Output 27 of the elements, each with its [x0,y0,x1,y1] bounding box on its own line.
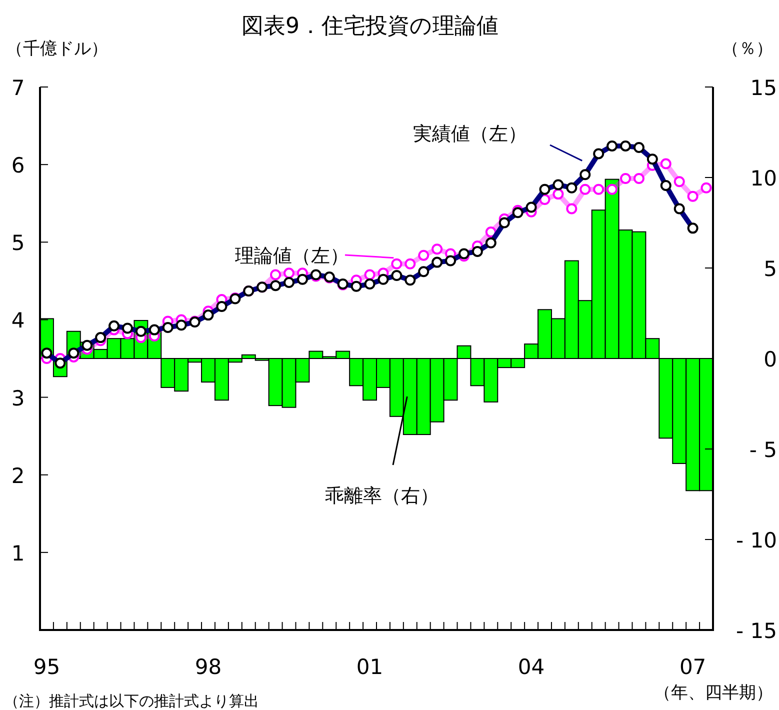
x-tick-label: 07 [679,655,706,679]
y2-tick-label: 5 [764,257,777,281]
x-tick-label: 98 [194,655,222,679]
y2-tick-label: 15 [750,76,777,100]
x-tick-label: 04 [518,655,545,679]
y-tick-label: 7 [11,76,25,100]
series-label: 理論値（左） [235,245,349,267]
x-tick-label: 01 [356,655,384,679]
y-tick-label: 1 [11,541,25,566]
title: 図表9．住宅投資の理論値 [242,14,498,39]
y2-tick-label: - 5 [749,438,777,462]
y2-tick-label: 0 [764,348,777,372]
x-tick-label: 95 [33,655,60,679]
y-tick-label: 3 [11,386,25,410]
y-tick-label: 2 [11,464,25,488]
y2-tick-label: 10 [750,166,777,190]
series-label: 実績値（左） [413,123,527,145]
y-tick-label: 6 [11,154,25,178]
y-tick-label: 5 [11,231,25,256]
y2-tick-label: - 10 [736,528,777,552]
xlabel: （年、四半期） [654,683,773,703]
series-label: 乖離率（右） [325,485,439,507]
y-tick-label: 4 [11,308,25,333]
ylabel: （千億ドル） [6,39,108,59]
y2label: （％） [722,39,773,59]
note: （注）推計式は以下の推計式より算出 [4,692,259,710]
y2-tick-label: - 15 [736,619,777,643]
